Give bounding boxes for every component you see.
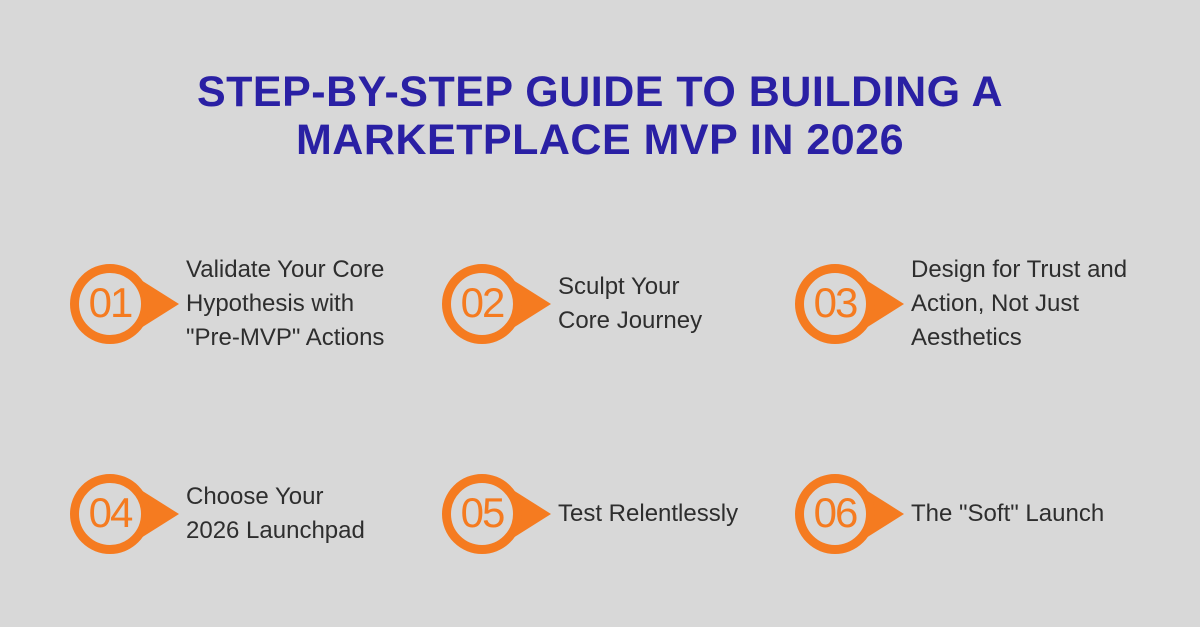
step-6-pin-icon: 06	[790, 464, 905, 564]
step-3-number: 03	[813, 279, 859, 326]
step-2-label: Sculpt Your Core Journey	[558, 273, 703, 334]
steps-grid: 01 Validate Your Core Hypothesis with "P…	[65, 254, 1200, 564]
step-1: 01 Validate Your Core Hypothesis with "P…	[65, 254, 437, 354]
step-5: 05 Test Relentlessly	[437, 464, 790, 564]
step-2-pin-icon: 02	[437, 254, 552, 354]
step-4-label: Choose Your 2026 Launchpad	[186, 483, 365, 544]
step-4-number: 04	[88, 489, 134, 536]
step-3-pin-icon: 03	[790, 254, 905, 354]
step-5-pin-icon: 05	[437, 464, 552, 564]
step-4-pin-icon: 04	[65, 464, 180, 564]
step-1-label: Validate Your Core Hypothesis with "Pre-…	[186, 256, 385, 351]
step-3: 03 Design for Trust and Action, Not Just…	[790, 254, 1200, 354]
step-2-number: 02	[460, 279, 506, 326]
step-5-number: 05	[460, 489, 506, 536]
step-5-label: Test Relentlessly	[558, 500, 739, 527]
step-6: 06 The "Soft" Launch	[790, 464, 1200, 564]
step-3-label: Design for Trust and Action, Not Just Ae…	[911, 256, 1128, 351]
page-title: STEP-BY-STEP GUIDE TO BUILDING A MARKETP…	[196, 68, 1004, 164]
step-1-pin-icon: 01	[65, 254, 180, 354]
step-6-label: The "Soft" Launch	[911, 500, 1105, 527]
step-2: 02 Sculpt Your Core Journey	[437, 254, 790, 354]
step-1-number: 01	[88, 279, 134, 326]
step-4: 04 Choose Your 2026 Launchpad	[65, 464, 437, 564]
step-6-number: 06	[813, 489, 859, 536]
